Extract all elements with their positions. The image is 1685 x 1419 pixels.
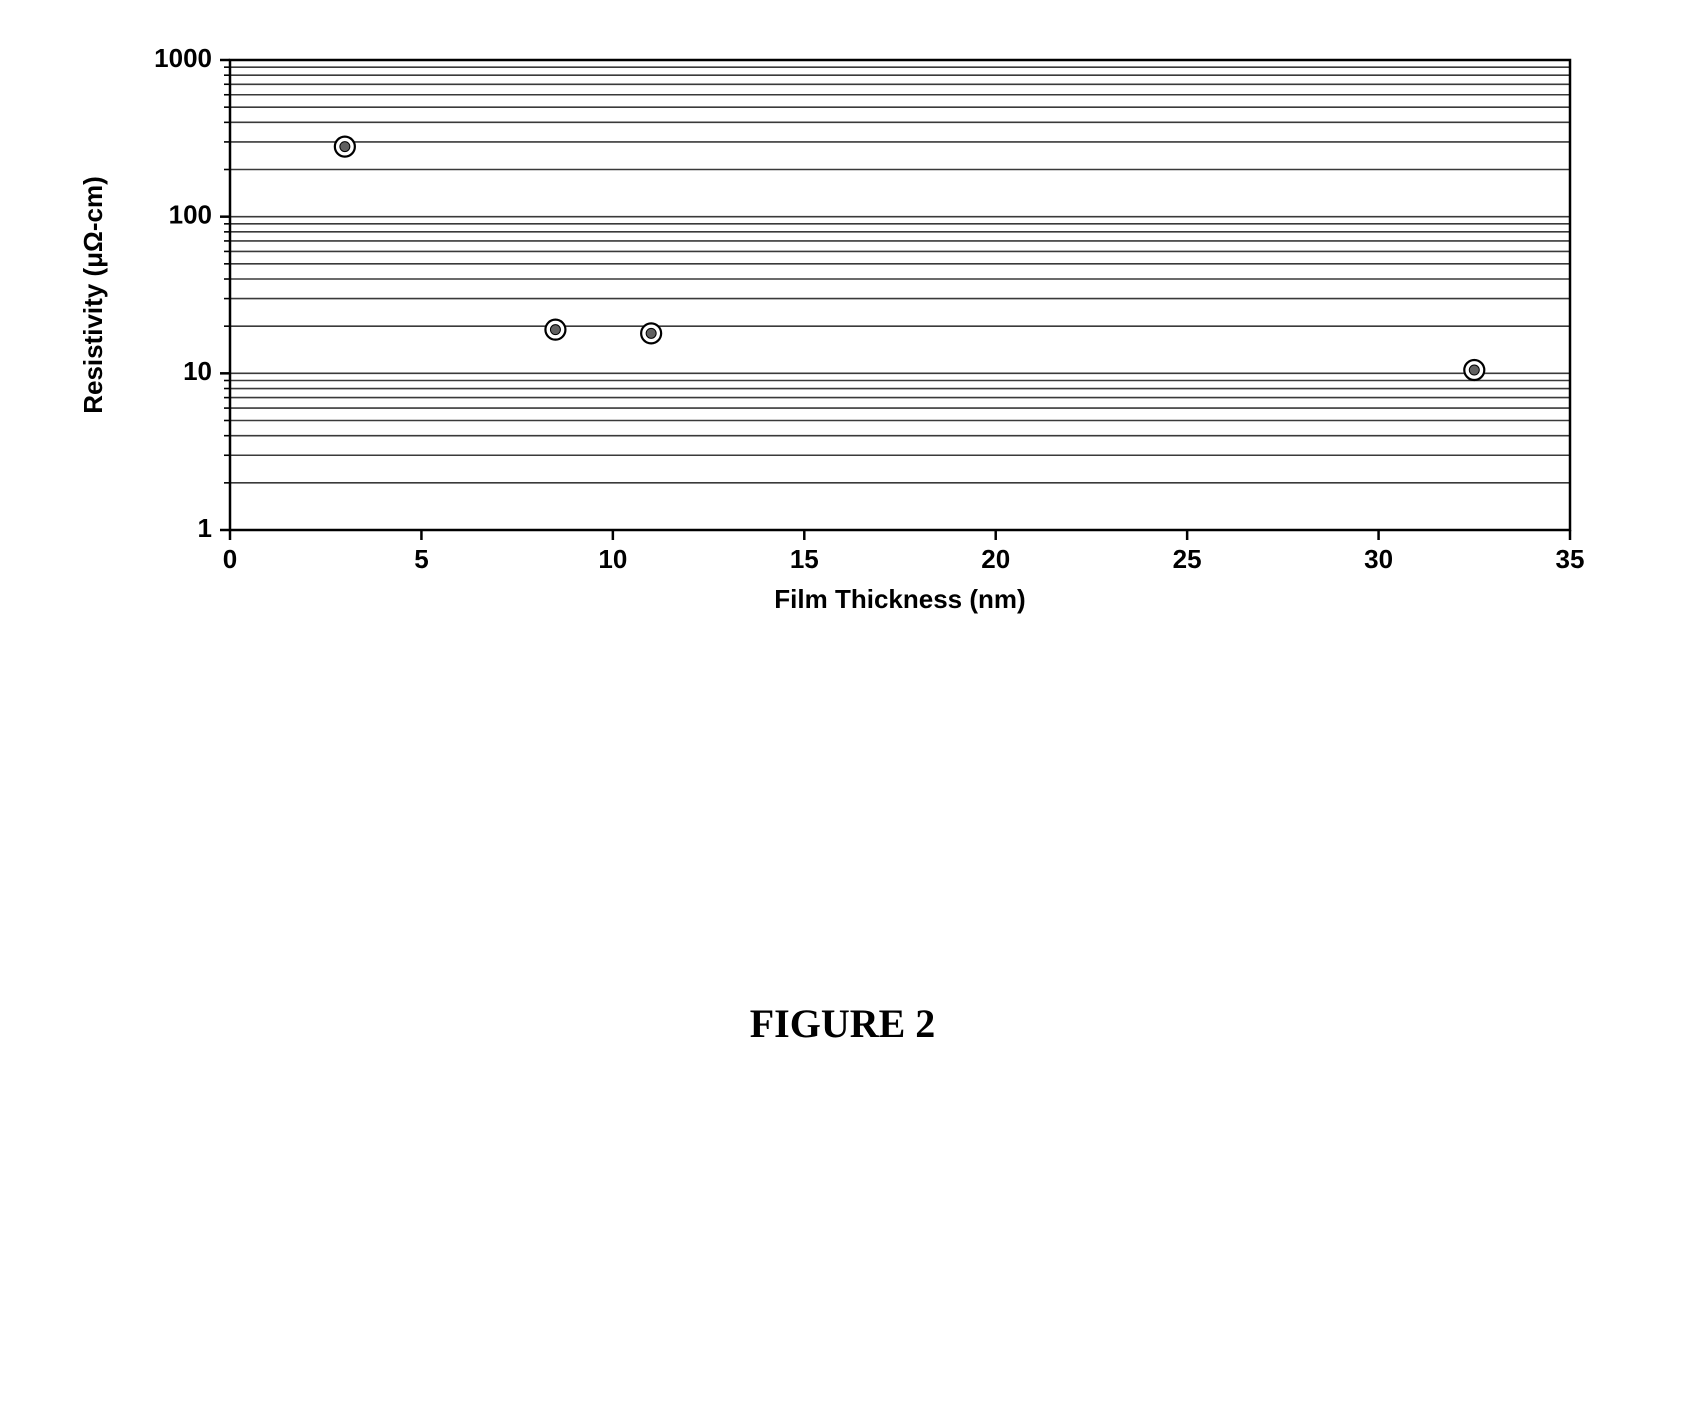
x-tick-label: 0 (223, 544, 237, 574)
data-point (335, 137, 355, 157)
x-tick-label: 35 (1556, 544, 1585, 574)
chart-svg: 1 10 100 1000 0 5 10 15 20 25 30 35 Film Thickness (… (70, 40, 1610, 660)
x-tick-label: 20 (981, 544, 1010, 574)
x-tick-label: 30 (1364, 544, 1393, 574)
resistivity-chart: 1 10 100 1000 0 5 10 15 20 25 30 35 Film Thickness (… (70, 40, 1610, 660)
y-tick-label: 10 (183, 356, 212, 386)
x-tick-label: 10 (598, 544, 627, 574)
x-axis-label: Film Thickness (nm) (774, 584, 1025, 614)
page: 1 10 100 1000 0 5 10 15 20 25 30 35 Film Thickness (… (0, 0, 1685, 1419)
y-tick-label: 1000 (154, 43, 212, 73)
y-axis-label: Resistivity (μΩ-cm) (78, 176, 108, 414)
figure-caption: FIGURE 2 (0, 1000, 1685, 1047)
x-tick-label: 15 (790, 544, 819, 574)
data-point (545, 320, 565, 340)
x-tick-label: 25 (1173, 544, 1202, 574)
y-tick-label: 1 (198, 513, 212, 543)
data-point (1464, 360, 1484, 380)
data-point (641, 323, 661, 343)
x-tick-label: 5 (414, 544, 428, 574)
y-tick-label: 100 (169, 200, 212, 230)
